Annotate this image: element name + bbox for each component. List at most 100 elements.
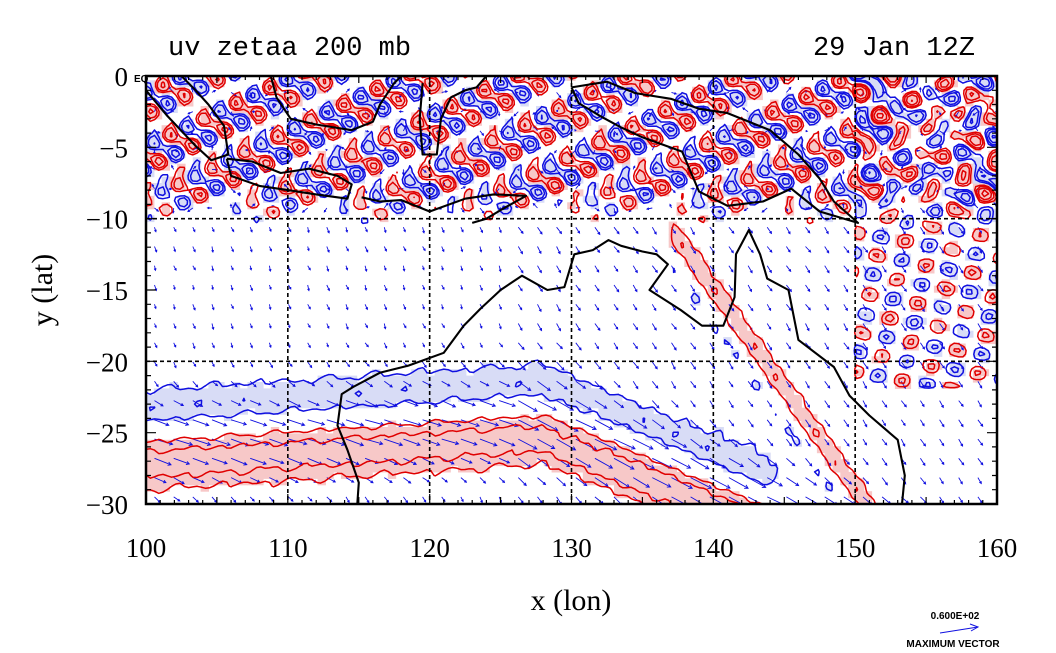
positive-shade: [754, 343, 763, 351]
positive-shade: [559, 465, 568, 473]
negative-shade: [738, 446, 748, 454]
positive-shade: [208, 471, 217, 479]
negative-shade: [325, 157, 334, 165]
positive-shade: [731, 305, 740, 312]
negative-shade: [536, 369, 545, 377]
positive-shade: [824, 195, 834, 203]
positive-shade: [387, 439, 397, 447]
positive-shade: [302, 112, 311, 120]
positive-shade: [146, 465, 155, 473]
positive-shade: [559, 446, 568, 454]
negative-shade: [177, 195, 186, 203]
negative-shade: [442, 375, 451, 383]
positive-shade: [348, 157, 358, 165]
negative-shade: [302, 388, 311, 396]
negative-shade: [325, 112, 334, 120]
positive-shade: [294, 189, 303, 197]
negative-shade: [528, 362, 537, 370]
negative-shade: [146, 414, 155, 422]
positive-shade: [286, 433, 295, 441]
positive-shade: [364, 459, 373, 467]
positive-shade: [216, 446, 225, 454]
negative-shade: [169, 401, 178, 409]
positive-shade: [192, 459, 202, 467]
negative-shade: [153, 407, 163, 415]
negative-shade: [200, 131, 209, 139]
positive-shade: [746, 170, 756, 178]
negative-shade: [263, 401, 272, 409]
positive-shade: [793, 394, 802, 402]
positive-shade: [216, 76, 225, 81]
positive-shade: [465, 202, 475, 210]
negative-shade: [411, 183, 420, 190]
negative-shade: [559, 131, 568, 139]
negative-shade: [208, 138, 217, 146]
positive-shade: [676, 234, 685, 242]
positive-shade: [762, 349, 771, 357]
positive-shade: [255, 459, 264, 467]
negative-shade: [512, 86, 521, 94]
negative-shade: [161, 394, 170, 402]
positive-shade: [333, 427, 342, 434]
positive-shade: [497, 439, 506, 447]
negative-shade: [458, 388, 467, 396]
negative-shade: [317, 106, 326, 113]
positive-shade: [692, 266, 701, 274]
positive-shade: [270, 131, 280, 139]
positive-shade: [582, 118, 592, 126]
negative-shade: [278, 150, 287, 158]
positive-shade: [809, 99, 818, 107]
positive-shade: [762, 138, 771, 146]
positive-shade: [707, 195, 717, 203]
positive-shade: [481, 427, 490, 434]
positive-shade: [169, 478, 178, 486]
negative-shade: [348, 401, 358, 409]
positive-shade: [699, 260, 709, 267]
negative-shade: [286, 76, 295, 81]
positive-shade: [208, 76, 217, 81]
equator-label: EQ: [134, 74, 149, 85]
negative-shade: [153, 388, 163, 396]
negative-shade: [762, 170, 771, 178]
negative-shade: [356, 170, 365, 178]
negative-shade: [348, 118, 358, 126]
positive-shade: [286, 138, 295, 146]
positive-shade: [161, 80, 170, 88]
positive-shade: [699, 491, 709, 499]
positive-shade: [692, 253, 701, 261]
negative-shade: [192, 163, 202, 171]
positive-shade: [762, 189, 771, 197]
negative-shade: [364, 144, 373, 152]
negative-shade: [247, 401, 256, 409]
negative-shade: [395, 375, 404, 383]
positive-shade: [715, 491, 724, 499]
negative-shade: [497, 369, 506, 377]
positive-shade: [239, 459, 248, 467]
negative-shade: [239, 401, 248, 409]
positive-shade: [200, 195, 209, 203]
positive-shade: [520, 420, 529, 428]
negative-shade: [239, 118, 248, 126]
positive-shade: [699, 279, 709, 287]
positive-shade: [559, 427, 568, 434]
positive-shade: [660, 478, 670, 486]
negative-shade: [364, 382, 373, 389]
negative-shade: [653, 414, 662, 422]
positive-shade: [192, 189, 202, 197]
positive-shade: [816, 427, 826, 434]
positive-shade: [543, 433, 553, 441]
positive-shade: [489, 452, 498, 460]
positive-shade: [504, 420, 514, 428]
positive-shade: [231, 439, 241, 447]
positive-shade: [200, 465, 209, 473]
negative-shade: [270, 401, 280, 409]
positive-shade: [270, 459, 280, 467]
positive-shade: [536, 452, 545, 460]
negative-shade: [317, 189, 326, 197]
negative-shade: [177, 388, 186, 396]
positive-shade: [364, 433, 373, 441]
positive-shade: [380, 131, 389, 139]
positive-shade: [715, 298, 724, 306]
negative-shade: [442, 369, 451, 377]
positive-shade: [177, 459, 186, 467]
